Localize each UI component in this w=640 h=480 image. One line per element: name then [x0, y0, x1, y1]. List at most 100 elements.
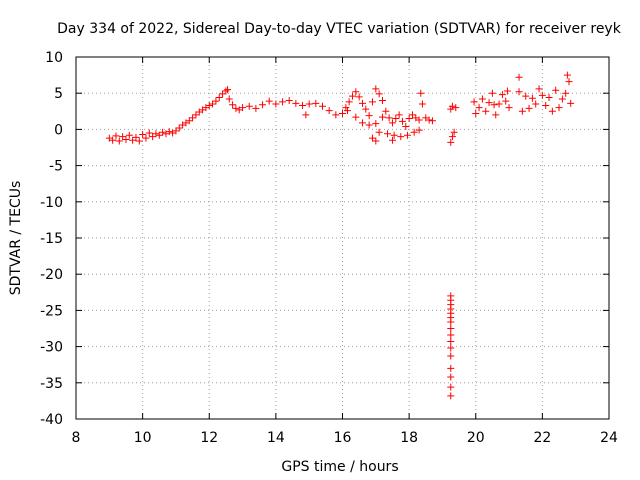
data-point: [312, 99, 320, 107]
data-point: [352, 88, 360, 96]
y-tick-label: -35: [40, 376, 63, 392]
data-point: [528, 94, 536, 102]
data-point: [368, 98, 376, 106]
data-point: [365, 112, 373, 120]
data-point: [299, 102, 307, 110]
data-point: [522, 92, 530, 100]
x-tick-label: 8: [72, 430, 81, 446]
data-point: [343, 107, 351, 115]
data-point: [292, 99, 300, 107]
data-point: [447, 383, 455, 391]
data-point: [447, 325, 455, 332]
data-point: [408, 111, 416, 119]
data-point: [339, 109, 346, 117]
data-point: [563, 71, 571, 79]
y-tick-label: 0: [54, 122, 63, 138]
data-point: [112, 132, 120, 140]
y-axis: 10 5 0 -5 -10 -15 -20 -25 -30 -35 -40: [40, 50, 609, 428]
data-point: [450, 128, 458, 136]
data-point: [447, 352, 455, 360]
data-point: [125, 131, 133, 139]
y-tick-label: -30: [40, 340, 63, 356]
data-point: [378, 113, 386, 121]
data-point: [415, 116, 423, 124]
data-point: [382, 107, 390, 115]
data-point: [398, 117, 406, 125]
data-point: [132, 133, 140, 141]
data-point: [397, 133, 405, 141]
data-point: [245, 102, 253, 110]
data-point: [229, 101, 237, 109]
data-point: [252, 104, 260, 112]
data-point: [279, 98, 287, 106]
data-point: [548, 107, 556, 115]
y-tick-label: -40: [40, 412, 63, 428]
data-point: [368, 134, 376, 142]
y-tick-label: -5: [49, 159, 63, 175]
data-point: [418, 100, 426, 108]
x-axis-label: GPS time / hours: [281, 459, 398, 475]
data-point: [515, 73, 523, 81]
data-point: [149, 133, 157, 141]
data-point: [145, 129, 153, 137]
x-tick-label: 16: [334, 430, 352, 446]
y-axis-label: SDTVAR / TECUs: [8, 181, 24, 296]
data-point: [142, 134, 150, 142]
data-point: [332, 111, 340, 119]
data-point: [358, 99, 366, 107]
data-point: [565, 78, 573, 86]
data-point: [470, 98, 478, 106]
data-point: [518, 107, 526, 115]
data-point: [478, 95, 486, 103]
data-point: [388, 136, 396, 144]
data-point: [452, 104, 460, 112]
data-point: [502, 97, 510, 105]
data-point: [395, 111, 403, 119]
data-point: [448, 133, 456, 141]
y-tick-label: -15: [40, 231, 63, 247]
data-point: [485, 99, 493, 107]
data-point: [447, 364, 455, 372]
data-point: [495, 100, 503, 108]
data-point: [232, 104, 240, 112]
data-point: [192, 111, 200, 119]
data-point: [325, 107, 333, 115]
data-point: [535, 85, 543, 93]
data-point: [285, 96, 293, 104]
x-axis: 8 10 12 14 16 18 20 22 24: [72, 57, 618, 446]
data-point: [348, 92, 356, 100]
data-point: [219, 90, 227, 98]
data-point: [209, 100, 217, 108]
data-point: [447, 344, 455, 352]
data-point: [447, 138, 455, 146]
data-point: [552, 86, 560, 94]
data-point: [392, 115, 400, 123]
data-point: [375, 128, 383, 136]
data-point: [410, 128, 418, 136]
data-point: [109, 136, 117, 144]
data-point: [135, 137, 143, 145]
y-tick-label: 5: [54, 86, 63, 102]
data-point: [542, 102, 550, 110]
data-point: [532, 100, 540, 108]
data-point: [448, 102, 456, 110]
data-point: [447, 392, 455, 400]
data-point: [388, 119, 396, 127]
data-point: [475, 104, 483, 112]
data-point: [302, 111, 310, 119]
y-tick-label: 10: [45, 50, 63, 66]
data-point: [555, 104, 563, 112]
data-point: [375, 90, 383, 98]
data-point: [385, 114, 393, 122]
data-point: [172, 127, 180, 135]
data-point: [259, 101, 267, 109]
data-point: [562, 89, 570, 97]
data-point: [378, 96, 386, 104]
data-point: [265, 97, 273, 105]
data-point: [482, 107, 490, 115]
data-point: [345, 98, 353, 106]
data-point: [403, 131, 411, 139]
data-point: [215, 94, 223, 102]
data-point: [505, 104, 513, 112]
data-point: [305, 100, 313, 108]
